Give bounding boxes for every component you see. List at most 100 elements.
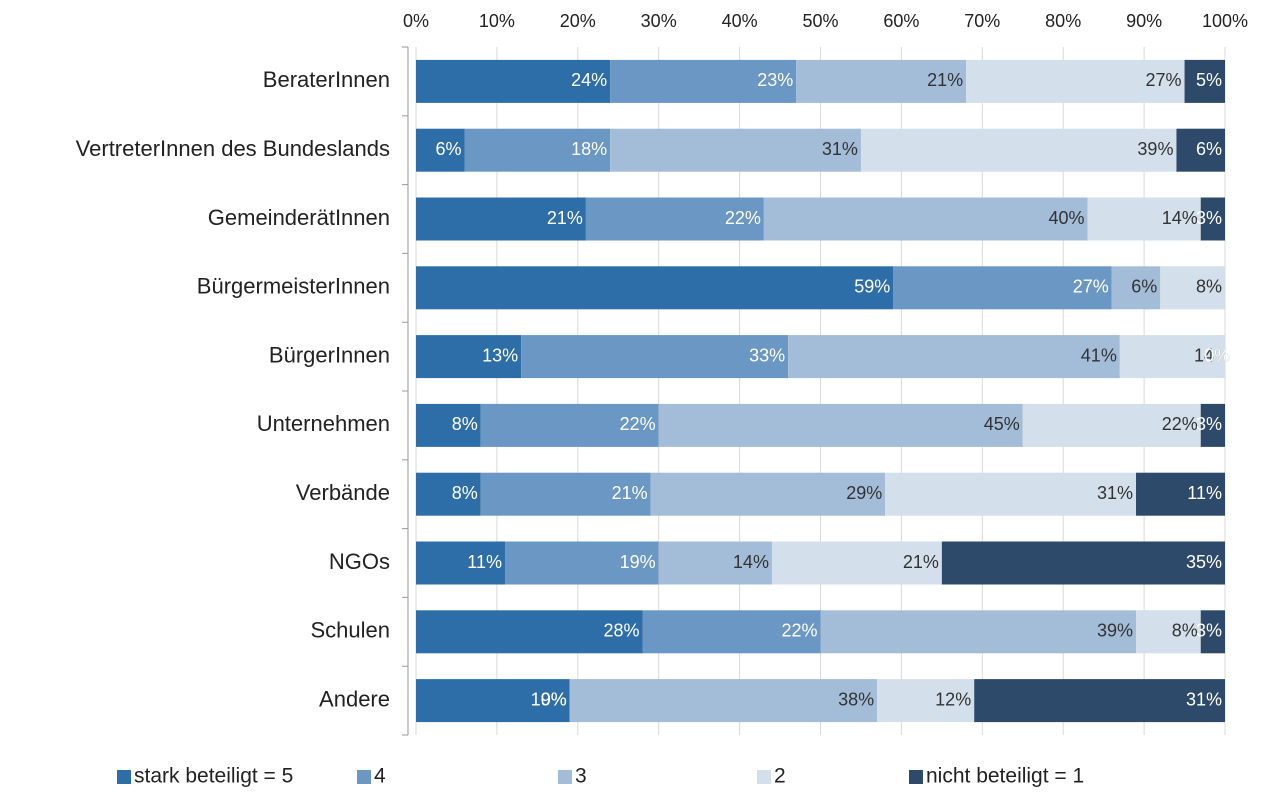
data-label: 45% bbox=[984, 414, 1020, 434]
bar-segment bbox=[966, 59, 1185, 103]
data-label: 22% bbox=[725, 208, 761, 228]
x-tick-label: 70% bbox=[964, 11, 1000, 31]
bar-segment bbox=[941, 541, 1225, 585]
bar-segment bbox=[1200, 610, 1225, 654]
category-label: Andere bbox=[319, 686, 390, 711]
bars bbox=[416, 59, 1225, 723]
bar-segment bbox=[877, 679, 975, 723]
data-label: 5% bbox=[1196, 70, 1222, 90]
bar-segment bbox=[1119, 335, 1225, 379]
data-label: 39% bbox=[1137, 139, 1173, 159]
data-label: 0% bbox=[541, 689, 567, 709]
category-label: NGOs bbox=[329, 549, 390, 574]
data-label: 14% bbox=[1194, 345, 1230, 365]
bar-segment bbox=[658, 541, 772, 585]
bar-segment bbox=[1200, 197, 1225, 241]
x-tick-label: 0% bbox=[403, 11, 429, 31]
x-tick-label: 40% bbox=[722, 11, 758, 31]
category-label: BeraterInnen bbox=[263, 67, 390, 92]
bar-segment bbox=[585, 197, 764, 241]
bar-segment bbox=[860, 128, 1177, 172]
bar-segment bbox=[1111, 266, 1161, 310]
data-label: 6% bbox=[436, 139, 462, 159]
data-label: 6% bbox=[1131, 277, 1157, 297]
data-label: 24% bbox=[571, 70, 607, 90]
data-label: 41% bbox=[1081, 345, 1117, 365]
data-label: 21% bbox=[547, 208, 583, 228]
legend-swatch bbox=[558, 770, 572, 784]
bar-segment bbox=[416, 266, 894, 310]
category-label: Verbände bbox=[296, 480, 390, 505]
data-label: 40% bbox=[1048, 208, 1084, 228]
bar-segment bbox=[569, 679, 878, 723]
bar-segment bbox=[763, 197, 1088, 241]
legend-label: nicht beteiligt = 1 bbox=[926, 765, 1084, 788]
category-label: Unternehmen bbox=[257, 411, 390, 436]
data-label: 12% bbox=[935, 689, 971, 709]
bar-segment bbox=[658, 403, 1023, 447]
data-label: 0% bbox=[1204, 345, 1230, 365]
data-label: 22% bbox=[781, 621, 817, 641]
legend-swatch bbox=[117, 770, 131, 784]
data-label: 21% bbox=[927, 70, 963, 90]
category-label: VertreterInnen des Bundeslands bbox=[76, 136, 390, 161]
data-label: 3% bbox=[1196, 414, 1222, 434]
bar-segment bbox=[1087, 197, 1201, 241]
bar-segment bbox=[1136, 472, 1225, 516]
x-tick-label: 30% bbox=[641, 11, 677, 31]
data-label: 8% bbox=[1196, 277, 1222, 297]
data-label: 59% bbox=[854, 277, 890, 297]
bar-segment bbox=[610, 59, 797, 103]
data-label: 8% bbox=[452, 414, 478, 434]
data-label: 14% bbox=[733, 552, 769, 572]
x-tick-label: 50% bbox=[802, 11, 838, 31]
x-tick-label: 20% bbox=[560, 11, 596, 31]
data-label: 31% bbox=[1186, 689, 1222, 709]
data-label: 22% bbox=[1162, 414, 1198, 434]
category-label: GemeinderätInnen bbox=[208, 205, 390, 230]
bar-segment bbox=[974, 679, 1225, 723]
bar-segment bbox=[610, 128, 861, 172]
data-label: 28% bbox=[603, 621, 639, 641]
legend-swatch bbox=[757, 770, 771, 784]
data-label: 27% bbox=[1146, 70, 1182, 90]
category-label: BürgermeisterInnen bbox=[197, 274, 390, 299]
legend-label: 4 bbox=[374, 765, 386, 788]
bar-segment bbox=[521, 335, 789, 379]
data-label: 11% bbox=[1187, 483, 1222, 503]
bar-segment bbox=[796, 59, 967, 103]
data-label: 11% bbox=[467, 552, 502, 572]
data-label: 31% bbox=[822, 139, 858, 159]
bar-segment bbox=[416, 472, 481, 516]
data-label: 27% bbox=[1073, 277, 1109, 297]
category-label: Schulen bbox=[310, 618, 390, 643]
bar-segment bbox=[464, 128, 611, 172]
labels: BeraterInnen 24% 23% 21% 27% 5% VertreterInnen… bbox=[76, 67, 1230, 711]
bar-segment bbox=[416, 541, 505, 585]
x-tick-label: 90% bbox=[1126, 11, 1162, 31]
x-tick-label: 10% bbox=[479, 11, 515, 31]
bar-segment bbox=[642, 610, 821, 654]
data-label: 31% bbox=[1097, 483, 1133, 503]
bar-segment bbox=[416, 679, 570, 723]
x-tick-label: 60% bbox=[883, 11, 919, 31]
bar-segment bbox=[480, 403, 659, 447]
bar-segment bbox=[1160, 266, 1225, 310]
bar-segment bbox=[1184, 59, 1225, 103]
bar-segment bbox=[650, 472, 886, 516]
bar-segment bbox=[416, 335, 522, 379]
bar-segment bbox=[504, 541, 659, 585]
legend-label: stark beteiligt = 5 bbox=[134, 765, 293, 788]
x-tick-label: 100% bbox=[1202, 11, 1248, 31]
data-label: 39% bbox=[1097, 621, 1133, 641]
data-label: 29% bbox=[846, 483, 882, 503]
bar-segment bbox=[893, 266, 1112, 310]
data-label: 6% bbox=[1196, 139, 1222, 159]
data-label: 35% bbox=[1186, 552, 1222, 572]
data-label: 21% bbox=[903, 552, 939, 572]
bar-segment bbox=[1136, 610, 1201, 654]
bar-segment bbox=[820, 610, 1137, 654]
data-label: 23% bbox=[757, 70, 793, 90]
data-label: 18% bbox=[571, 139, 607, 159]
